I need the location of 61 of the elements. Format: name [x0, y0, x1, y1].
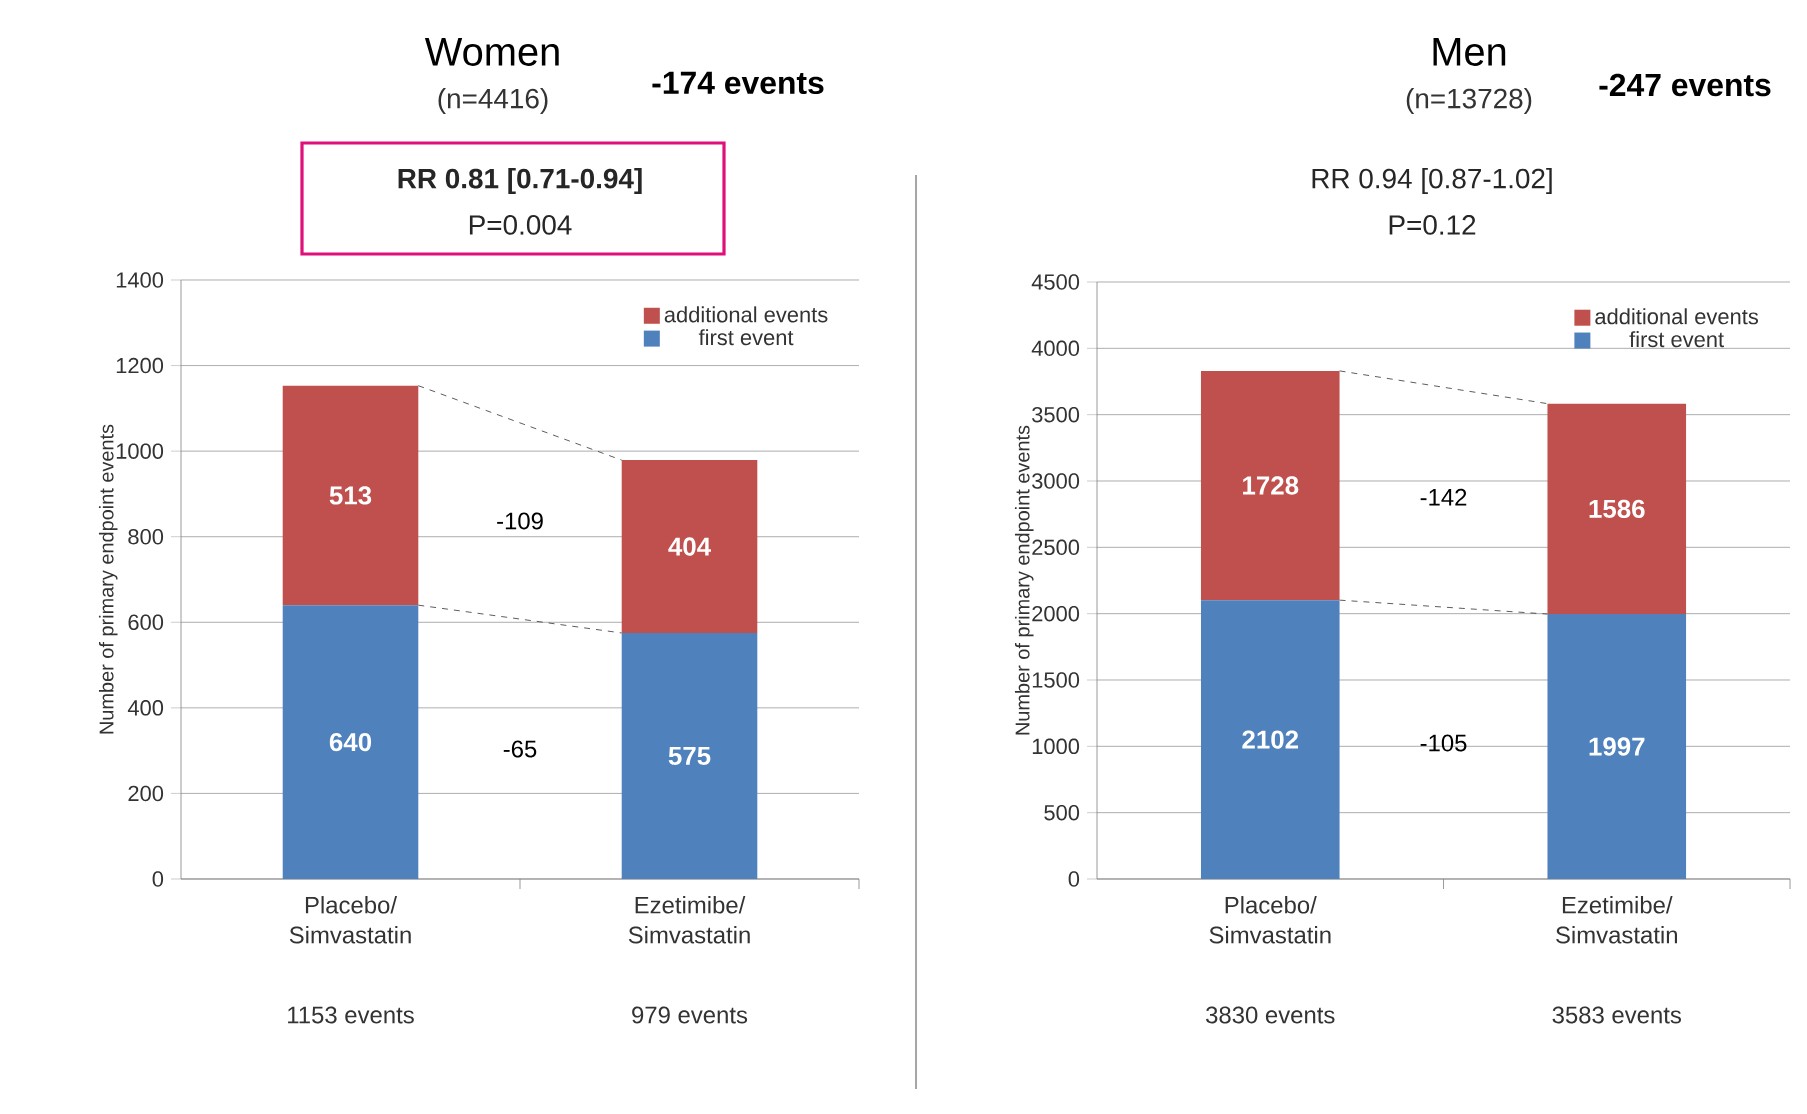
annotation: -109	[497, 512, 543, 530]
bar	[1547, 403, 1687, 615]
data-label: 575	[668, 746, 711, 766]
legend-label: additional events	[664, 306, 828, 323]
bar	[621, 460, 758, 633]
y-tick-label: 2000	[1032, 605, 1080, 622]
data-label: 2102	[1242, 730, 1299, 749]
bar	[282, 605, 419, 879]
y-tick-label: 0	[1068, 871, 1080, 887]
x-tick-label: Ezetimibe/ Simvastatin	[628, 896, 750, 944]
y-tick-label: 3500	[1032, 406, 1080, 423]
y-tick-label: 800	[128, 528, 164, 545]
y-tick-label: 1400	[116, 272, 164, 288]
y-tick-label: 200	[128, 785, 164, 802]
data-label: 1997	[1589, 737, 1645, 756]
y-tick-label: 3000	[1032, 473, 1080, 489]
y-tick-label: 400	[127, 700, 164, 716]
y-tick-label: 500	[1044, 804, 1080, 821]
y-tick-label: 1500	[1032, 672, 1080, 688]
text: RR 0.94 [0.87-1.02]	[1312, 167, 1552, 194]
annotation: -105	[1420, 734, 1467, 752]
bar	[621, 632, 758, 879]
bar	[282, 385, 419, 606]
text: -247 events	[1599, 73, 1771, 97]
text: P=0.004	[469, 215, 572, 235]
text: 3583 events	[1552, 1006, 1681, 1024]
chart-title: Women	[424, 38, 559, 66]
legend-label: first event	[698, 329, 794, 346]
data-label: 1586	[1589, 499, 1645, 519]
y-tick-label: 4000	[1031, 340, 1080, 357]
legend-label: first event	[1629, 331, 1724, 348]
y-tick-label: 2500	[1032, 539, 1080, 556]
text: P=0.12	[1389, 215, 1476, 235]
x-tick-label: Placebo/ Simvastatin	[1209, 896, 1331, 944]
text: 1153 events	[288, 1006, 414, 1024]
legend-label: additional events	[1595, 308, 1759, 325]
bar	[1200, 370, 1340, 601]
data-label: 640	[329, 732, 372, 752]
x-tick-label: Placebo/ Simvastatin	[289, 896, 411, 944]
text: 979 events	[632, 1006, 748, 1024]
y-tick-label: 1000	[116, 443, 164, 459]
annotation: -142	[1420, 488, 1467, 506]
y-tick-label: 4500	[1031, 274, 1080, 290]
y-axis-title: Number of primary endpoint events	[98, 424, 118, 734]
bar	[1200, 600, 1340, 879]
data-label: 513	[329, 486, 372, 505]
y-tick-label: 1200	[116, 357, 164, 374]
chart-title: Men	[1433, 38, 1506, 66]
text: 3830 events	[1206, 1006, 1335, 1024]
data-label: 404	[668, 537, 711, 556]
y-tick-label: 1000	[1032, 738, 1080, 755]
chart-subtitle: (n=4416)	[438, 87, 548, 114]
y-tick-label: 600	[128, 614, 164, 631]
annotation: -65	[503, 740, 537, 758]
x-tick-label: Ezetimibe/ Simvastatin	[1556, 896, 1677, 944]
bar	[1547, 614, 1687, 879]
data-label: 1728	[1243, 476, 1299, 495]
text: RR 0.81 [0.71-0.94]	[398, 167, 642, 194]
chart-subtitle: (n=13728)	[1406, 87, 1532, 114]
y-tick-label: 0	[152, 871, 164, 887]
text: -174 events	[652, 71, 824, 95]
